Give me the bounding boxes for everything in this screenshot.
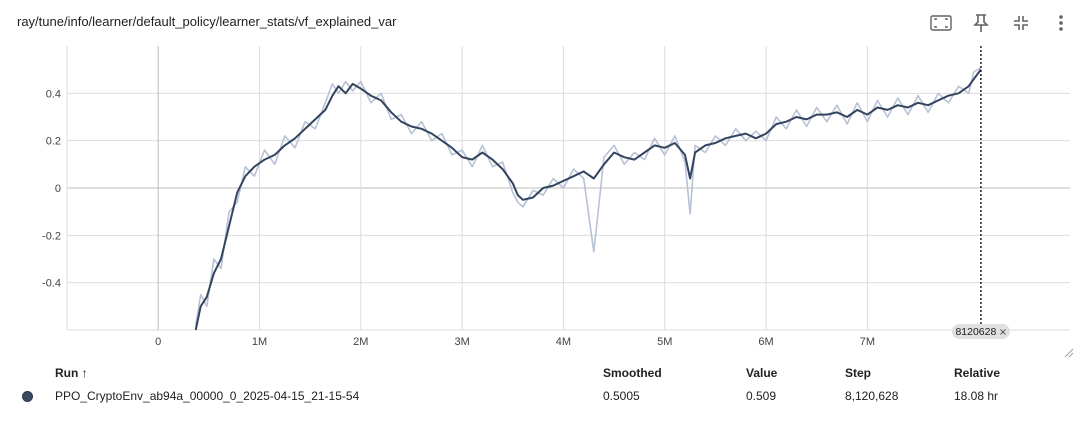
run-step: 8,120,628 (845, 389, 899, 403)
chart-toolbar (924, 10, 1078, 36)
collapse-button[interactable] (1004, 10, 1038, 36)
x-tick-label: 3M (454, 336, 469, 348)
x-tick-label: 2M (353, 336, 368, 348)
line-chart[interactable]: -0.4 -0.2 0 0.2 0.4 0 1M 2M 3M 4M 5M 6M 7M 8120628 × (0, 40, 1088, 360)
chart-title: ray/tune/info/learner/default_policy/lea… (17, 14, 397, 29)
run-color-dot (22, 391, 33, 402)
x-tick-label: 7M (860, 336, 875, 348)
resize-handle-icon[interactable] (1064, 348, 1074, 358)
x-tick-label: 5M (657, 336, 672, 348)
more-options-button[interactable] (1044, 10, 1078, 36)
series-raw-line (194, 66, 982, 326)
table-row: PPO_CryptoEnv_ab94a_00000_0_2025-04-15_2… (0, 389, 1088, 405)
y-tick-label: -0.4 (42, 278, 61, 290)
header-step[interactable]: Step (845, 366, 872, 380)
hover-step-label: 8120628 (955, 326, 996, 338)
more-vert-icon (1059, 15, 1063, 31)
series-smoothed-line (194, 68, 982, 330)
run-relative: 18.08 hr (954, 389, 999, 403)
header-value[interactable]: Value (746, 366, 778, 380)
y-tick-label: 0 (55, 183, 61, 195)
x-tick-label: 4M (556, 336, 571, 348)
series-group (194, 66, 982, 330)
x-tick-label: 6M (758, 336, 773, 348)
hover-step-chip (951, 324, 1010, 339)
y-tick-label: -0.2 (42, 230, 61, 242)
run-name: PPO_CryptoEnv_ab94a_00000_0_2025-04-15_2… (55, 389, 360, 403)
x-tick-label: 0 (155, 336, 161, 348)
x-tick-label: 1M (252, 336, 267, 348)
fit-domain-icon (930, 15, 952, 31)
y-tick-label: 0.4 (46, 88, 61, 100)
collapse-icon (1014, 16, 1028, 30)
header-smoothed[interactable]: Smoothed (603, 366, 662, 380)
y-tick-label: 0.2 (46, 136, 61, 148)
header-relative[interactable]: Relative (954, 366, 1001, 380)
header-run[interactable]: Run ↑ (55, 366, 88, 380)
pin-icon (973, 14, 989, 32)
hover-close-icon: × (999, 327, 1007, 338)
pin-button[interactable] (964, 10, 998, 36)
run-value: 0.509 (746, 389, 777, 403)
fit-domain-button[interactable] (924, 10, 958, 36)
run-smoothed-value: 0.5005 (603, 389, 640, 403)
table-header: Run ↑ Smoothed Value Step Relative (0, 366, 1088, 382)
